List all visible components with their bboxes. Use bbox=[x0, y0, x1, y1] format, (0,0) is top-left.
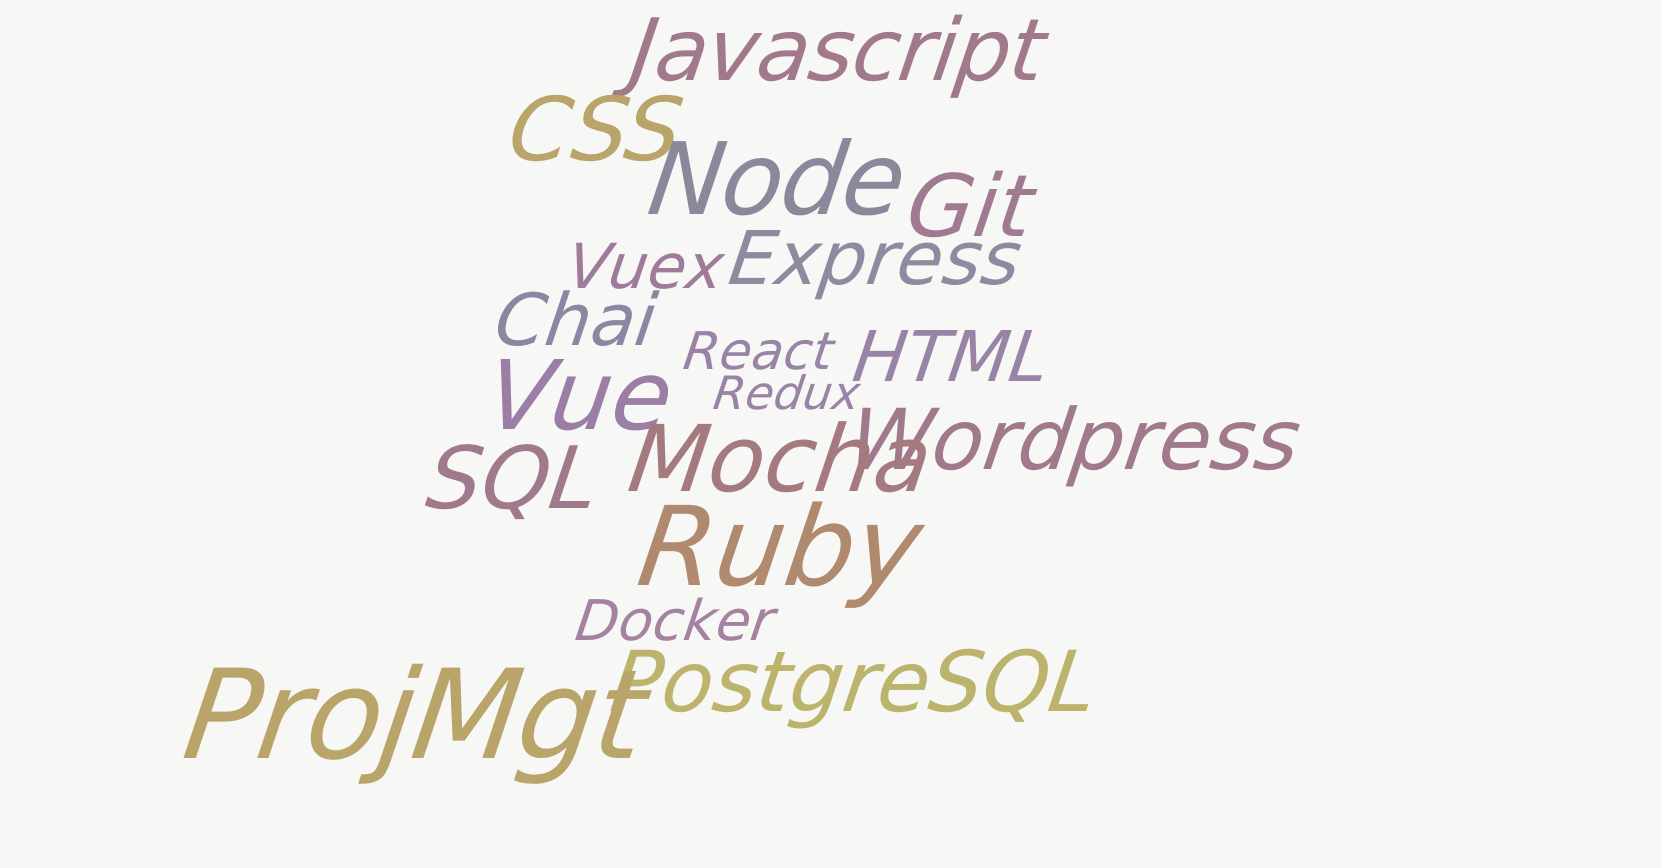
word-sql: SQL bbox=[420, 429, 606, 529]
word-node: Node bbox=[641, 121, 912, 238]
word-postgresql: PostgreSQL bbox=[605, 633, 1104, 731]
word-projmgt: ProjMgt bbox=[175, 644, 653, 788]
word-javascript: Javascript bbox=[624, 1, 1051, 101]
word-html: HTML bbox=[848, 316, 1055, 398]
word-ruby: Ruby bbox=[631, 483, 931, 611]
word-express: Express bbox=[723, 216, 1027, 302]
